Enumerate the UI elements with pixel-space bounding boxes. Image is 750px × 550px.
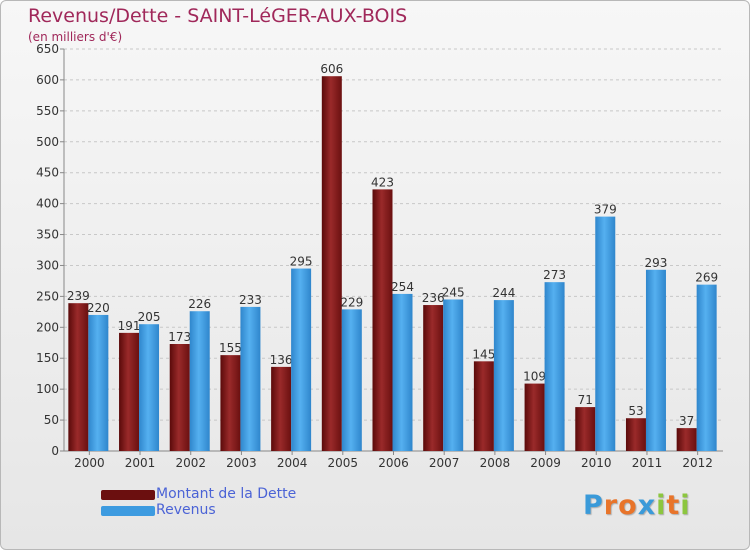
legend-swatch-revenus [101, 506, 155, 516]
bar-debt [524, 383, 545, 451]
y-tick-label: 650 [36, 42, 59, 56]
x-tick-label: 2005 [328, 456, 359, 470]
x-tick-label: 2011 [632, 456, 663, 470]
bar-debt [625, 418, 646, 451]
data-label-debt: 236 [422, 291, 445, 305]
legend-swatch-debt [101, 490, 155, 500]
x-tick-label: 2006 [378, 456, 409, 470]
bar-revenus [392, 293, 413, 451]
y-tick-label: 350 [36, 228, 59, 242]
bar-revenus [189, 311, 210, 451]
data-label-debt: 155 [219, 341, 242, 355]
bar-revenus [696, 284, 717, 451]
x-tick-label: 2010 [581, 456, 612, 470]
y-tick-label: 550 [36, 104, 59, 118]
bar-debt [220, 355, 241, 451]
bar-revenus [139, 324, 160, 451]
data-label-debt: 136 [270, 353, 293, 367]
data-label-debt: 423 [371, 175, 394, 189]
x-tick-label: 2009 [530, 456, 561, 470]
data-label-revenus: 293 [645, 256, 668, 270]
bar-debt [676, 428, 697, 451]
data-label-debt: 71 [578, 393, 593, 407]
logo-letter: i [680, 490, 691, 521]
x-tick-label: 2004 [277, 456, 308, 470]
bar-debt [321, 76, 342, 451]
bar-revenus [595, 216, 616, 451]
x-tick-label: 2002 [175, 456, 206, 470]
logo-letter: t [666, 490, 681, 521]
y-tick-label: 500 [36, 135, 59, 149]
y-tick-label: 0 [51, 444, 59, 458]
logo-letter: x [637, 490, 657, 521]
bar-debt [68, 303, 89, 451]
data-label-revenus: 220 [87, 301, 110, 315]
logo-letter: P [583, 490, 604, 521]
chart-title: Revenus/Dette - SAINT-LéGER-AUX-BOIS [28, 5, 408, 27]
bar-revenus [88, 314, 109, 451]
bar-revenus [443, 299, 464, 451]
data-label-revenus: 295 [290, 255, 313, 269]
data-label-debt: 109 [523, 370, 546, 384]
logo-letter: r [603, 490, 619, 521]
data-label-revenus: 245 [442, 285, 465, 299]
bar-revenus [544, 282, 565, 451]
data-label-debt: 239 [67, 289, 90, 303]
logo-letter: i [656, 490, 667, 521]
x-tick-label: 2008 [480, 456, 511, 470]
bar-revenus [493, 300, 514, 451]
proxiti-logo: Proxiti [583, 490, 691, 521]
data-label-revenus: 233 [239, 293, 262, 307]
x-tick-label: 2007 [429, 456, 460, 470]
data-label-revenus: 229 [340, 295, 363, 309]
data-label-revenus: 273 [543, 268, 566, 282]
y-tick-label: 100 [36, 382, 59, 396]
bar-revenus [341, 309, 362, 451]
y-tick-label: 300 [36, 258, 59, 272]
bar-debt [473, 361, 494, 451]
bar-debt [271, 366, 292, 451]
bar-debt [119, 332, 140, 451]
x-tick-label: 2000 [74, 456, 105, 470]
bar-revenus [291, 268, 312, 451]
bar-debt [423, 305, 444, 451]
x-tick-label: 2001 [125, 456, 156, 470]
data-label-revenus: 379 [594, 203, 617, 217]
data-label-debt: 606 [320, 62, 343, 76]
y-tick-label: 450 [36, 166, 59, 180]
bar-debt [372, 189, 393, 452]
y-tick-label: 600 [36, 73, 59, 87]
y-tick-label: 250 [36, 289, 59, 303]
legend-label-debt: Montant de la Dette [156, 486, 297, 502]
legend-label-revenus: Revenus [156, 502, 216, 518]
bar-revenus [240, 306, 261, 451]
data-label-debt: 173 [168, 330, 191, 344]
y-tick-label: 200 [36, 320, 59, 334]
x-tick-label: 2003 [226, 456, 257, 470]
data-label-debt: 37 [679, 414, 694, 428]
data-label-debt: 191 [118, 319, 141, 333]
data-label-revenus: 269 [695, 271, 718, 285]
x-tick-label: 2012 [682, 456, 713, 470]
data-label-revenus: 244 [492, 286, 515, 300]
data-label-debt: 53 [628, 404, 643, 418]
chart-subtitle: (en milliers d'€) [28, 30, 123, 44]
y-tick-label: 400 [36, 197, 59, 211]
bar-debt [575, 407, 596, 451]
data-label-debt: 145 [472, 347, 495, 361]
data-label-revenus: 226 [188, 297, 211, 311]
y-tick-label: 150 [36, 351, 59, 365]
bar-revenus [645, 269, 666, 451]
data-label-revenus: 254 [391, 280, 414, 294]
y-tick-label: 50 [44, 413, 59, 427]
data-label-revenus: 205 [138, 310, 161, 324]
bar-debt [169, 344, 190, 451]
logo-letter: o [618, 490, 638, 521]
